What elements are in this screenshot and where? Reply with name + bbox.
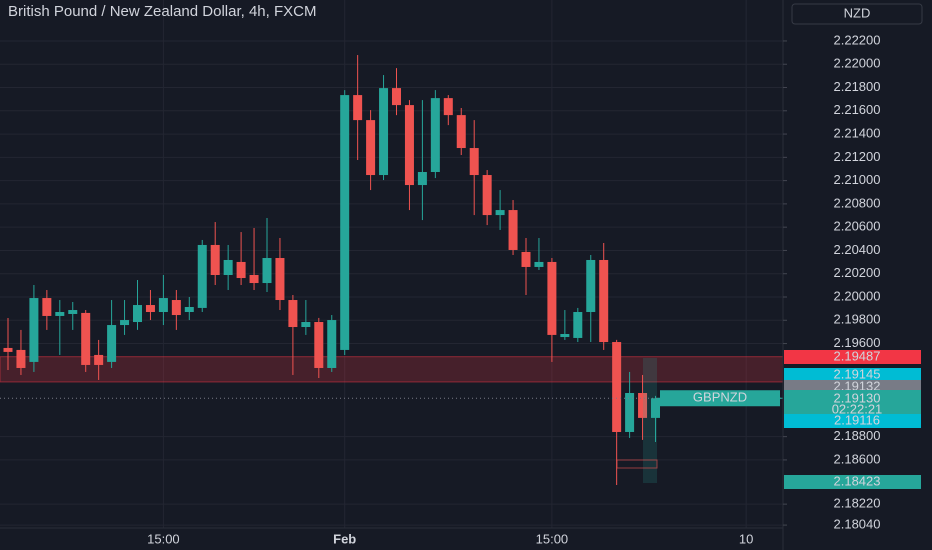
candle-body <box>223 259 233 275</box>
candle-body <box>379 88 389 176</box>
candle-body <box>158 298 168 313</box>
y-tick-label: 2.20000 <box>834 288 881 303</box>
price-axis: 2.22200 2.22000 2.21800 2.21600 2.21400 2.212… <box>783 32 881 532</box>
candle-body <box>68 310 78 314</box>
candle-body <box>275 258 285 301</box>
y-tick-label: 2.21200 <box>834 149 881 164</box>
price-tag-label: 2.19116 <box>834 412 880 427</box>
candle-body <box>417 172 427 186</box>
y-tick-label: 2.18220 <box>834 496 881 511</box>
candle-body <box>314 322 324 368</box>
y-tick-label: 2.21800 <box>834 79 881 94</box>
candle-body <box>327 320 337 368</box>
candle-body <box>366 120 376 176</box>
price-tag-label: 2.19145 <box>834 366 881 381</box>
candle-body <box>404 105 414 186</box>
candle-body <box>236 261 246 279</box>
candle-body <box>521 251 531 267</box>
candle-body <box>340 95 350 350</box>
x-tick-label: 10 <box>739 531 753 546</box>
price-tag <box>784 368 921 382</box>
price-tag <box>784 390 921 417</box>
plot <box>0 55 784 485</box>
candle-body <box>16 349 26 368</box>
candle-body <box>547 261 557 335</box>
candle-body <box>456 115 466 149</box>
y-tick-label: 2.19800 <box>834 312 881 327</box>
price-tag-label: 2.19487 <box>834 348 881 363</box>
support-zone <box>0 356 784 383</box>
x-tick-label: 15:00 <box>147 531 180 546</box>
symbol-tag <box>660 390 780 407</box>
candle-body <box>288 300 298 328</box>
candle-body <box>120 320 130 326</box>
candle-body <box>107 325 117 362</box>
candle-body <box>55 312 65 316</box>
x-tick-label: Feb <box>333 531 356 546</box>
price-tag-label: 2.19132 <box>834 378 881 393</box>
candle-body <box>353 95 363 121</box>
candle-body <box>599 259 609 343</box>
y-tick-label: 2.19600 <box>834 335 881 350</box>
y-tick-label: 2.22000 <box>834 56 881 71</box>
y-tick-label: 2.20400 <box>834 242 881 257</box>
grid <box>0 0 783 528</box>
candle-body <box>29 298 39 362</box>
symbol-label: GBPNZD <box>693 390 747 405</box>
candle-body <box>443 98 453 116</box>
candle-body <box>469 148 479 176</box>
candle-body <box>3 347 13 352</box>
y-tick-label: 2.20800 <box>834 195 881 210</box>
candle-body <box>534 261 544 267</box>
y-tick-label: 2.20600 <box>834 219 881 234</box>
candle-body <box>42 298 52 316</box>
price-tag <box>784 350 921 364</box>
candle-body <box>651 398 660 418</box>
candle-body <box>508 210 518 250</box>
y-tick-label: 2.20200 <box>834 265 881 280</box>
price-tag-label: 2.18423 <box>834 473 881 488</box>
price-tag-label: 2.19130 <box>834 390 881 405</box>
candle-body <box>133 305 142 323</box>
y-tick-label: 2.21000 <box>834 172 881 187</box>
position-box <box>616 459 658 469</box>
y-tick-label: 2.18800 <box>834 428 881 443</box>
candle-body <box>560 334 570 338</box>
y-tick-label: 2.21600 <box>834 102 881 117</box>
y-tick-label: 2.22200 <box>834 32 881 47</box>
range-shade <box>643 358 657 483</box>
countdown-label: 02:22:21 <box>832 401 883 416</box>
candle-body <box>638 393 648 418</box>
candle-body <box>392 88 401 106</box>
candle-body <box>171 300 181 316</box>
candle-body <box>612 342 622 432</box>
candle-body <box>197 244 207 308</box>
candle-body <box>482 175 492 216</box>
candle-body <box>495 210 505 216</box>
candle-body <box>81 312 91 365</box>
candle-body <box>94 354 104 365</box>
candle-body <box>210 244 220 275</box>
candle-body <box>430 98 440 173</box>
candle-body <box>586 259 596 313</box>
currency-label: NZD <box>844 5 871 20</box>
y-tick-label: 2.18600 <box>834 451 881 466</box>
candle-body <box>145 305 155 313</box>
candle-body <box>184 307 194 313</box>
y-tick-label: 2.21400 <box>834 126 881 141</box>
candle-body <box>262 258 272 284</box>
price-tag <box>784 414 921 428</box>
candle-body <box>301 322 311 328</box>
candle-body <box>573 312 583 338</box>
x-tick-label: 15:00 <box>536 531 569 546</box>
y-tick-label: 2.18040 <box>834 517 881 532</box>
candle-body <box>249 274 259 284</box>
currency-button[interactable] <box>791 3 923 25</box>
chart-title: British Pound / New Zealand Dollar, 4h, … <box>8 3 316 20</box>
candle-body <box>625 393 635 432</box>
price-tag <box>784 475 921 489</box>
